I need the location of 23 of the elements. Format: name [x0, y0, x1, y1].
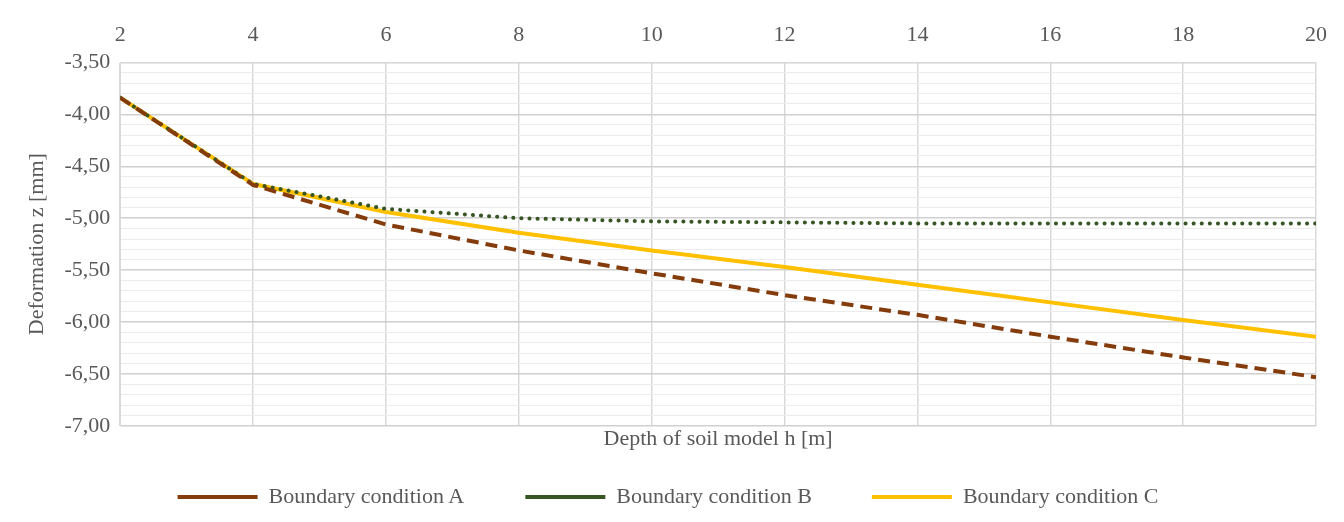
- y-axis-title: Deformation z [mm]: [22, 153, 48, 336]
- x-tick-label: 4: [247, 20, 259, 46]
- legend-label: Boundary condition B: [616, 482, 812, 508]
- x-tick-label: 8: [513, 20, 525, 46]
- x-tick-label: 18: [1172, 20, 1195, 46]
- x-tick-label: 2: [114, 20, 126, 46]
- legend-label: Boundary condition C: [962, 482, 1159, 508]
- y-tick-label: -7,00: [64, 411, 111, 437]
- y-tick-label: -6,00: [64, 307, 111, 333]
- x-tick-label: 20: [1305, 20, 1327, 46]
- x-tick-label: 16: [1039, 20, 1062, 46]
- x-tick-label: 6: [380, 20, 392, 46]
- x-tick-label: 12: [773, 20, 796, 46]
- y-tick-label: -5,50: [64, 255, 111, 281]
- x-tick-label: 14: [906, 20, 929, 46]
- y-tick-label: -4,00: [64, 100, 111, 126]
- x-axis-title: Depth of soil model h [m]: [603, 424, 833, 450]
- x-tick-label: 10: [640, 20, 663, 46]
- y-tick-label: -3,50: [64, 48, 111, 74]
- y-tick-label: -4,50: [64, 152, 111, 178]
- y-tick-label: -6,50: [64, 359, 111, 385]
- legend-label: Boundary condition A: [268, 482, 465, 508]
- y-tick-label: -5,00: [64, 204, 111, 230]
